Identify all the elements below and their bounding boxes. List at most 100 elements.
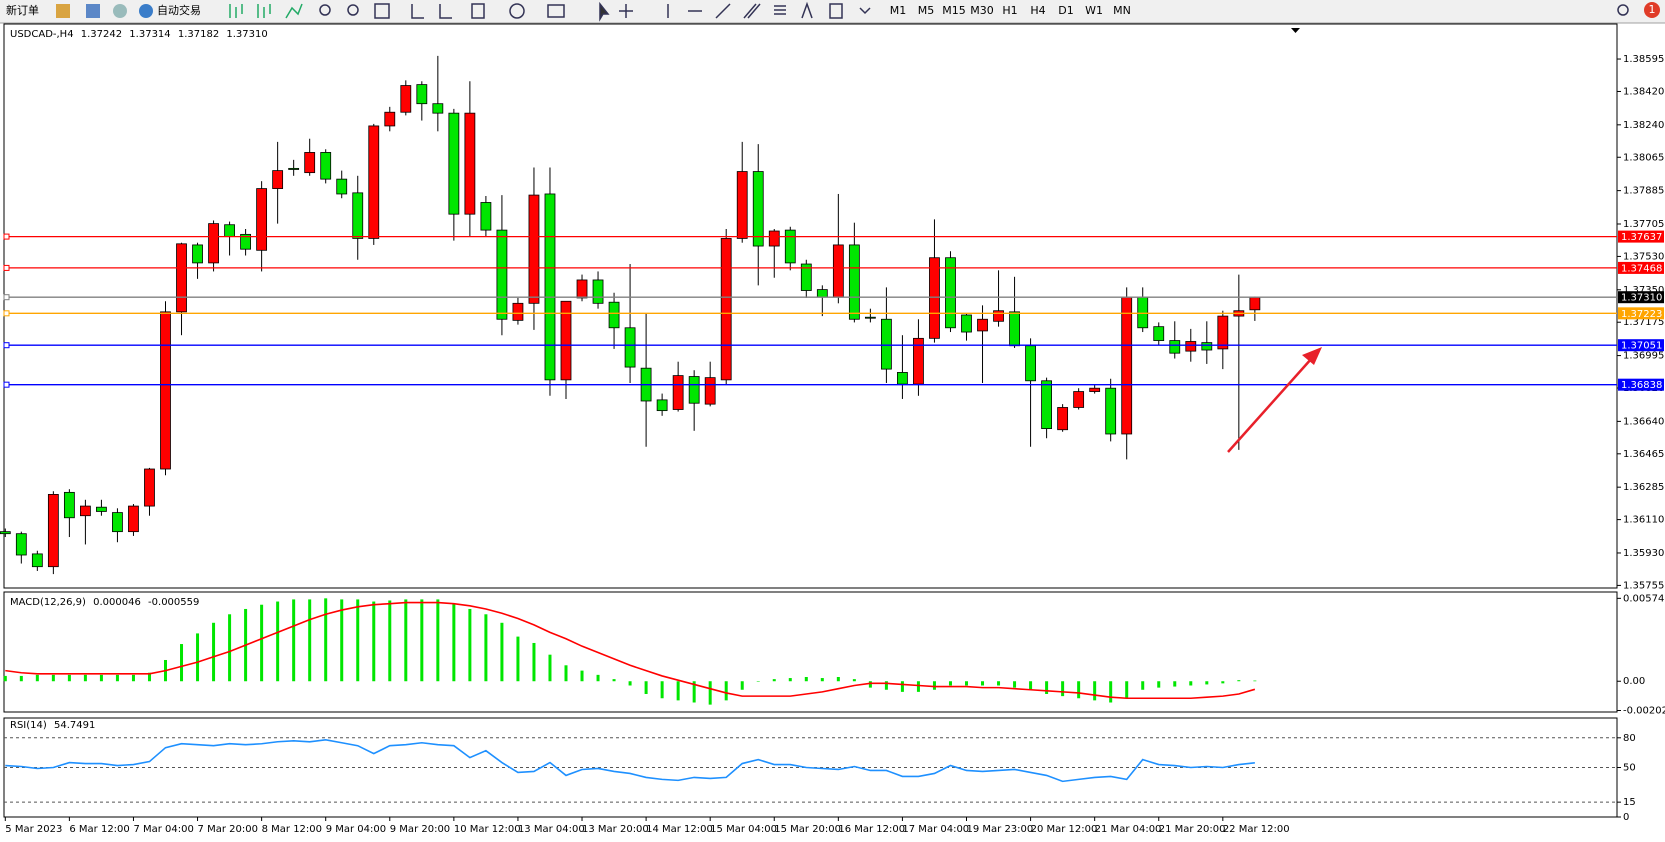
arrows-tool[interactable] [859,7,871,15]
macd-bar [852,679,856,682]
timeframe-button[interactable]: MN [1113,4,1131,17]
candle-body [864,316,876,319]
level-label: 1.37310 [1621,293,1662,304]
y-tick-label: 1.38065 [1623,152,1664,163]
macd-bar [516,636,520,682]
notification-badge[interactable] [1644,2,1660,18]
y-tick-label: 15 [1623,797,1636,808]
y-tick-label: 1.37350 [1623,285,1664,296]
candle-body [224,224,235,237]
timeframe-button[interactable]: H4 [1030,4,1045,17]
level-label-bg [1618,378,1664,391]
macd-bar [468,608,472,682]
macd-bar [628,681,632,686]
macd-header: MACD(12,26,9) 0.000046 -0.000559 [10,597,199,608]
macd-bar [51,674,55,682]
level-label-bg [1618,307,1664,320]
candle-body [432,103,444,114]
macd-bar [1141,681,1145,690]
candle-body [160,311,171,470]
icon[interactable] [257,4,271,18]
macd-bar [452,603,456,682]
level-label-bg [1618,339,1664,352]
candle-body [448,112,460,215]
candle-body [288,167,300,170]
icon[interactable] [285,3,303,19]
cursor-tool[interactable] [599,1,610,22]
macd-bar [660,681,664,699]
icon[interactable] [547,4,565,18]
label-tool[interactable] [829,3,843,19]
auto-trading-icon[interactable] [139,4,153,18]
x-tick-label: 19 Mar 23:00 [967,824,1034,835]
x-tick-label: 20 Mar 12:00 [1031,824,1098,835]
macd-bar [1221,681,1225,684]
macd-bar [932,681,936,690]
macd-bar [756,681,760,682]
candle-body [192,244,203,264]
timeframe-button[interactable]: M5 [918,4,935,17]
macd-bar [916,681,920,692]
candle-body [929,257,940,339]
icon[interactable] [471,3,485,19]
icon[interactable] [509,3,525,19]
macd-bar [83,674,87,682]
search-icon[interactable] [1617,4,1629,16]
icon-group [319,1,1629,22]
icon[interactable] [411,4,424,19]
crosshair-tool[interactable] [619,4,633,18]
icon-group [229,3,303,19]
icon[interactable] [56,4,70,18]
x-tick-label: 7 Mar 04:00 [133,824,193,835]
new-order-button[interactable]: 新订单 [6,3,39,17]
level-label: 1.37468 [1621,263,1662,274]
icon[interactable] [347,4,359,16]
level-label-bg [1618,291,1664,304]
macd-bar [500,622,504,682]
y-tick-label: 80 [1623,733,1636,744]
icon[interactable] [374,3,390,19]
timeframe-button[interactable]: H1 [1002,4,1017,17]
candle-body [256,188,268,251]
icon[interactable] [229,4,243,18]
icon[interactable] [113,4,127,18]
timeframe-button[interactable]: M1 [890,4,907,17]
macd-bar [67,674,71,682]
macd-bar [644,681,648,694]
macd-bar [580,670,584,682]
timeframe-button[interactable]: W1 [1085,4,1103,17]
fibo-tool[interactable] [774,5,786,15]
macd-last: 0.000046 [93,597,141,608]
macd-bar [180,644,184,682]
macd-bar [1205,681,1209,685]
timeframe-button[interactable]: M30 [970,4,994,17]
macd-bar [356,599,360,682]
timeframe-button[interactable]: M15 [942,4,966,17]
level-label-bg [1618,261,1664,274]
candle-body [848,244,860,320]
candle-body [688,376,700,404]
macd-bar [708,681,712,705]
y-tick-label: 0 [1623,812,1629,823]
icon[interactable] [319,4,331,16]
candle-body [128,505,139,533]
candle-body [736,171,748,239]
icon[interactable] [439,4,452,19]
macd-bar [836,676,840,682]
macd-bar [420,599,424,682]
y-tick-label: 1.38420 [1623,86,1664,97]
channel-tool[interactable] [743,3,761,19]
auto-trading-button[interactable]: 自动交易 [157,3,201,17]
y-tick-label: 1.36640 [1623,416,1664,427]
text-tool[interactable] [801,1,813,19]
macd-bar [772,679,776,682]
trendline-tool[interactable] [715,3,731,19]
candle-body [560,300,572,381]
macd-bar [292,599,296,682]
icon[interactable] [86,4,100,18]
macd-bar [115,674,119,682]
timeframe-button[interactable]: D1 [1058,4,1073,17]
macd-bar [1109,681,1113,703]
y-tick-label: -0.002027 [1623,706,1665,717]
